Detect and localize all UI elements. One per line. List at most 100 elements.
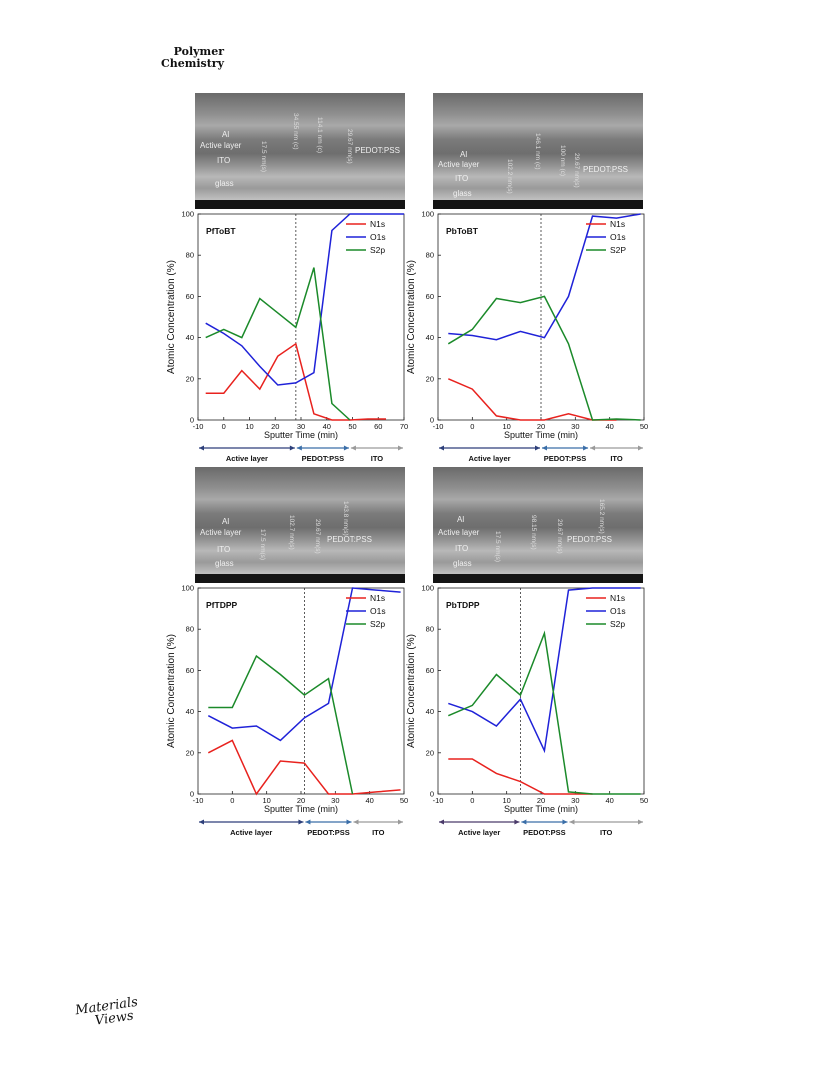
x-tick-label: 0 xyxy=(470,422,474,431)
sem-label-pedot: PEDOT:PSS xyxy=(327,535,372,544)
region-label: PEDOT:PSS xyxy=(544,454,587,463)
region-arrowhead-left xyxy=(569,819,575,825)
legend-label: N1s xyxy=(370,219,385,229)
series-line-s2p xyxy=(205,267,351,421)
y-tick-label: 80 xyxy=(426,625,434,634)
sem-info-bar xyxy=(195,574,405,583)
legend-label: S2p xyxy=(370,619,385,629)
legend-label: O1s xyxy=(370,232,386,242)
sem-measurement: 29.67 nm(s) xyxy=(346,129,353,164)
region-label: Active layer xyxy=(458,828,500,837)
series-line-o1s xyxy=(205,213,404,386)
region-label: ITO xyxy=(600,828,613,837)
sem-label-glass: glass xyxy=(453,189,472,198)
series-line-n1s xyxy=(448,378,617,421)
y-axis-label: Atomic Concentration (%) xyxy=(406,260,417,374)
sem-label-pedot: PEDOT:PSS xyxy=(583,165,628,174)
sem-label-ito: ITO xyxy=(217,545,231,554)
sem-measurement: 102.2 nm(s) xyxy=(506,159,513,194)
x-tick-label: 10 xyxy=(502,422,510,431)
sem-measurement: 146.1 nm (c) xyxy=(534,133,541,170)
x-axis-label: Sputter Time (min) xyxy=(264,804,338,814)
x-tick-label: -10 xyxy=(193,796,204,805)
series-line-o1s xyxy=(448,213,641,341)
legend-label: O1s xyxy=(610,232,626,242)
sem-label-pedot: PEDOT:PSS xyxy=(355,146,400,155)
x-tick-label: 50 xyxy=(640,796,648,805)
y-tick-label: 40 xyxy=(186,333,194,342)
sem-label-glass: glass xyxy=(215,179,234,188)
journal-title-line1: Polymer xyxy=(173,45,224,58)
region-arrowhead-left xyxy=(439,819,444,825)
y-tick-label: 80 xyxy=(426,251,434,260)
series-line-n1s xyxy=(448,758,593,795)
y-tick-label: 0 xyxy=(430,790,434,799)
region-arrowhead-right xyxy=(638,819,643,825)
journal-title-line2: Chemistry xyxy=(160,57,224,70)
sem-label-active-layer: Active layer xyxy=(438,528,480,537)
y-tick-label: 60 xyxy=(426,292,434,301)
region-arrowhead-right xyxy=(343,445,349,451)
x-tick-label: 60 xyxy=(374,422,382,431)
sem-measurement: 100 nm (c) xyxy=(559,145,566,177)
region-arrowhead-right xyxy=(562,819,568,825)
x-tick-label: 30 xyxy=(571,796,579,805)
chart-title: PfTDPP xyxy=(206,600,238,610)
region-label: ITO xyxy=(371,454,384,463)
x-tick-label: 10 xyxy=(262,796,270,805)
y-tick-label: 60 xyxy=(186,292,194,301)
sem-info-bar xyxy=(433,574,643,583)
legend-label: N1s xyxy=(610,593,625,603)
y-tick-label: 80 xyxy=(186,251,194,260)
sem-measurement: 17.5 nm(s) xyxy=(259,529,266,561)
x-tick-label: 10 xyxy=(245,422,253,431)
y-axis-label: Atomic Concentration (%) xyxy=(406,634,417,748)
region-arrowhead-right xyxy=(398,445,403,451)
sem-label-glass: glass xyxy=(215,559,234,568)
region-label: PEDOT:PSS xyxy=(307,828,350,837)
sem-label-al: Al xyxy=(457,515,465,524)
sem-measurement: 143.8 nm(s) xyxy=(342,501,349,536)
x-tick-label: -10 xyxy=(193,422,204,431)
region-arrowhead-left xyxy=(199,445,204,451)
x-tick-label: 40 xyxy=(365,796,373,805)
region-label: Active layer xyxy=(230,828,272,837)
region-arrowhead-left xyxy=(439,445,444,451)
sem-label-al: Al xyxy=(222,517,230,526)
x-tick-label: 70 xyxy=(400,422,408,431)
region-arrowhead-right xyxy=(583,445,589,451)
x-tick-label: -10 xyxy=(433,422,444,431)
x-tick-label: -10 xyxy=(433,796,444,805)
x-tick-label: 0 xyxy=(470,796,474,805)
x-tick-label: 40 xyxy=(323,422,331,431)
region-arrowhead-right xyxy=(514,819,520,825)
legend-label: N1s xyxy=(370,593,385,603)
sem-label-ito: ITO xyxy=(217,156,231,165)
region-label: ITO xyxy=(610,454,623,463)
sem-measurement: 102.7 nm(s) xyxy=(288,515,295,550)
chart-title: PbToBT xyxy=(446,226,479,236)
x-tick-label: 20 xyxy=(297,796,305,805)
region-arrowhead-left xyxy=(353,819,359,825)
legend-label: S2p xyxy=(370,245,385,255)
x-tick-label: 30 xyxy=(331,796,339,805)
series-line-s2p xyxy=(448,630,641,795)
region-arrowhead-right xyxy=(398,819,403,825)
x-tick-label: 10 xyxy=(502,796,510,805)
x-tick-label: 40 xyxy=(605,796,613,805)
sem-label-pedot: PEDOT:PSS xyxy=(567,535,612,544)
y-tick-label: 0 xyxy=(190,790,194,799)
y-axis-label: Atomic Concentration (%) xyxy=(166,634,177,748)
sem-measurement: 29.67 nm(s) xyxy=(573,153,580,188)
x-tick-label: 0 xyxy=(230,796,234,805)
y-tick-label: 100 xyxy=(181,584,194,593)
x-axis-label: Sputter Time (min) xyxy=(264,430,338,440)
y-tick-label: 100 xyxy=(421,584,434,593)
region-arrowhead-left xyxy=(305,819,311,825)
region-arrowhead-right xyxy=(535,445,540,451)
legend-label: O1s xyxy=(610,606,626,616)
sem-image-pftobt: Al Active layer ITO glass PEDOT:PSS 17.5… xyxy=(195,93,405,209)
sem-measurement: 17.5 nm(s) xyxy=(260,141,267,173)
series-line-s2p xyxy=(208,654,354,795)
x-axis-label: Sputter Time (min) xyxy=(504,804,578,814)
